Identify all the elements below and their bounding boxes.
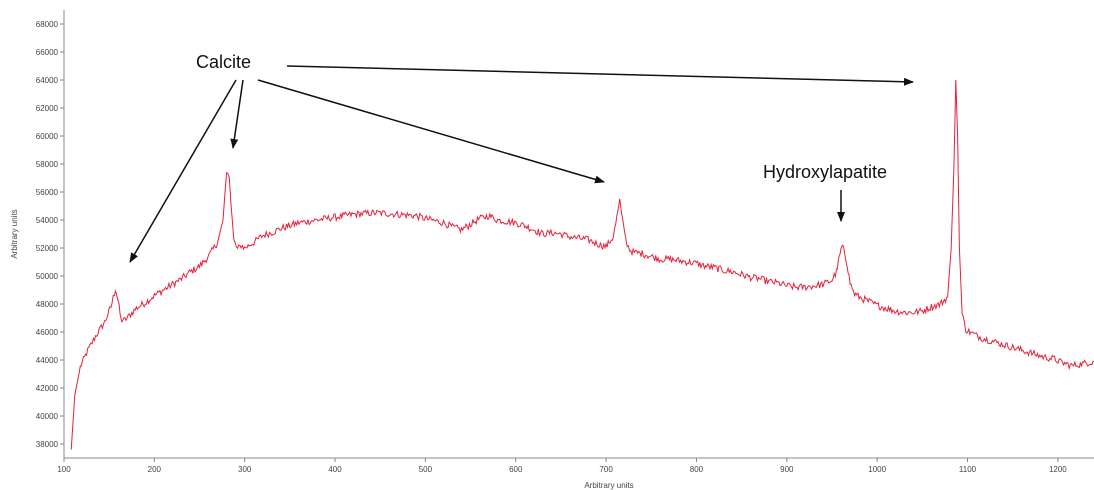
x-tick-label: 1000: [868, 465, 886, 474]
y-tick-label: 60000: [36, 132, 59, 141]
x-tick-label: 900: [780, 465, 794, 474]
y-tick-label: 52000: [36, 244, 59, 253]
y-tick-label: 46000: [36, 328, 59, 337]
x-tick-label: 1200: [1049, 465, 1067, 474]
x-tick-label: 300: [238, 465, 252, 474]
y-tick-label: 38000: [36, 440, 59, 449]
y-tick-label: 48000: [36, 300, 59, 309]
x-tick-label: 700: [599, 465, 613, 474]
axes-layer: [63, 10, 1094, 459]
series-layer: [70, 79, 1094, 450]
ticks-layer: 100 200 300 400 500 600 700 800 900 1000 1100 1200 3…: [10, 20, 1067, 490]
y-tick-label: 40000: [36, 412, 59, 421]
y-axis-title: Arbitrary units: [10, 209, 19, 258]
y-tick-label: 64000: [36, 76, 59, 85]
calcite-annotation-arrow: [257, 79, 605, 184]
y-tick-label: 50000: [36, 272, 59, 281]
y-tick-label: 58000: [36, 160, 59, 169]
hydroxylapatite-annotation-label: Hydroxylapatite: [763, 162, 887, 182]
calcite-annotation-arrow: [230, 79, 244, 149]
y-tick-label: 68000: [36, 20, 59, 29]
y-tick-label: 62000: [36, 104, 59, 113]
calcite-annotation-arrow: [286, 65, 914, 86]
calcite-annotation-arrow: [129, 79, 237, 263]
x-tick-label: 200: [148, 465, 162, 474]
y-tick-label: 44000: [36, 356, 59, 365]
x-axis-title: Arbitrary units: [584, 481, 633, 490]
calcite-annotation-label: Calcite: [196, 52, 251, 72]
x-tick-label: 600: [509, 465, 523, 474]
y-tick-label: 42000: [36, 384, 59, 393]
y-tick-label: 66000: [36, 48, 59, 57]
y-tick-label: 54000: [36, 216, 59, 225]
x-tick-label: 400: [328, 465, 342, 474]
y-tick-label: 56000: [36, 188, 59, 197]
spectrum-series-line: [70, 79, 1094, 450]
x-tick-label: 100: [57, 465, 71, 474]
x-tick-label: 1100: [959, 465, 977, 474]
annotation-layer: Calcite Hydroxylapatite: [129, 52, 914, 263]
x-tick-label: 500: [419, 465, 433, 474]
x-tick-label: 800: [690, 465, 704, 474]
